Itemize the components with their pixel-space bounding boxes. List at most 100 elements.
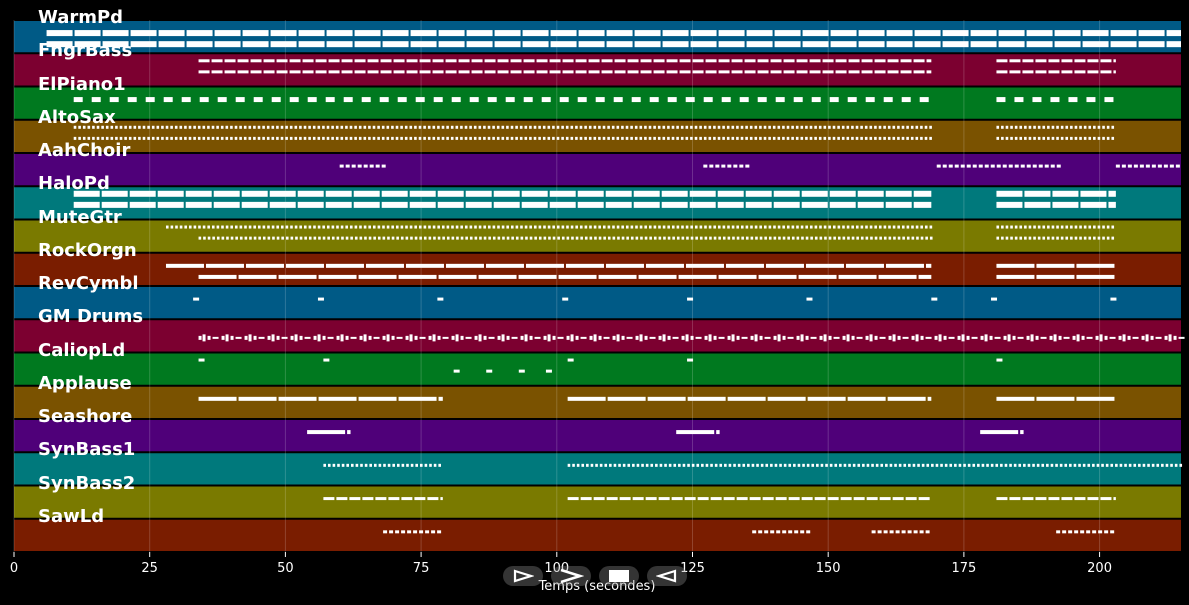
- note-altosax: [644, 125, 647, 129]
- note-altosax: [289, 125, 293, 129]
- note-mutegtr: [1056, 225, 1059, 229]
- note-caliopld: [567, 358, 574, 362]
- note-gm-drums: [382, 335, 386, 340]
- note-fngrbass: [510, 70, 522, 74]
- note-mutegtr: [211, 225, 215, 229]
- note-mutegtr: [492, 225, 496, 229]
- note-mutegtr: [497, 236, 501, 240]
- note-halopd: [605, 190, 632, 197]
- note-altosax: [345, 125, 348, 129]
- note-seashore: [980, 430, 1019, 435]
- note-warmpd: [886, 30, 913, 37]
- note-fngrbass: [250, 70, 262, 74]
- note-altosax: [694, 136, 698, 140]
- note-synbass1: [885, 463, 888, 467]
- note-gm-drums: [373, 336, 380, 339]
- note-synbass1: [1023, 463, 1026, 467]
- note-aahchoir: [715, 164, 720, 168]
- note-synbass1: [949, 463, 953, 467]
- note-altosax: [358, 125, 362, 129]
- note-mutegtr: [198, 236, 202, 240]
- note-gm-drums: [566, 335, 570, 340]
- note-fngrbass: [367, 59, 379, 63]
- note-altosax: [391, 125, 394, 129]
- note-synbass1: [963, 463, 966, 467]
- note-altosax: [749, 125, 753, 129]
- note-mutegtr: [433, 236, 436, 240]
- back-button[interactable]: [647, 566, 687, 586]
- note-warmpd: [718, 41, 745, 48]
- note-halopd: [465, 201, 492, 208]
- forward-button[interactable]: [551, 566, 591, 586]
- note-warmpd: [354, 30, 381, 37]
- note-mutegtr: [731, 225, 735, 229]
- note-warmpd: [1026, 30, 1053, 37]
- note-altosax: [869, 125, 873, 129]
- note-altosax: [901, 136, 905, 140]
- note-altosax: [506, 136, 509, 140]
- note-mutegtr: [759, 225, 762, 229]
- note-mutegtr: [336, 225, 339, 229]
- note-altosax: [1051, 136, 1055, 140]
- note-synbass2: [336, 497, 348, 501]
- note-synbass1: [779, 463, 782, 467]
- note-altosax: [561, 136, 564, 140]
- note-gm-drums: [290, 335, 294, 340]
- note-rockorgn: [518, 274, 557, 279]
- note-mutegtr: [506, 236, 510, 240]
- note-elpiano1: [451, 97, 461, 103]
- note-altosax: [340, 136, 344, 140]
- note-fngrbass: [835, 59, 847, 63]
- note-warmpd: [1054, 30, 1081, 37]
- note-altosax: [1028, 136, 1032, 140]
- note-mutegtr: [1060, 225, 1064, 229]
- note-gm-drums: [810, 336, 817, 339]
- note-mutegtr: [842, 225, 845, 229]
- note-mutegtr: [345, 236, 349, 240]
- note-gm-drums: [221, 335, 225, 340]
- note-sawld: [407, 530, 412, 534]
- play-button[interactable]: [503, 566, 543, 586]
- note-halopd: [1024, 201, 1051, 208]
- note-mutegtr: [607, 225, 611, 229]
- note-synbass1: [632, 463, 635, 467]
- note-warmpd: [270, 30, 297, 37]
- note-synbass1: [664, 463, 667, 467]
- note-altosax: [142, 136, 146, 140]
- note-gm-drums: [621, 335, 625, 340]
- stop-button[interactable]: [599, 566, 639, 586]
- note-mutegtr: [704, 225, 707, 229]
- note-sawld: [907, 530, 912, 534]
- note-altosax: [197, 136, 201, 140]
- note-mutegtr: [272, 236, 275, 240]
- note-mutegtr: [400, 225, 404, 229]
- note-gm-drums: [1081, 335, 1085, 340]
- note-synbass1: [834, 463, 838, 467]
- note-altosax: [496, 136, 500, 140]
- note-mutegtr: [704, 236, 708, 240]
- note-altosax: [584, 125, 587, 129]
- note-fngrbass: [393, 70, 405, 74]
- note-altosax: [96, 136, 100, 140]
- note-altosax: [483, 136, 486, 140]
- note-mutegtr: [497, 225, 500, 229]
- note-rockorgn: [758, 274, 797, 279]
- note-gm-drums: [1118, 335, 1122, 340]
- note-mutegtr: [906, 225, 910, 229]
- note-warmpd: [662, 30, 689, 37]
- note-gm-drums: [248, 334, 252, 342]
- note-fngrbass: [770, 70, 782, 74]
- note-altosax: [216, 125, 219, 129]
- note-aahchoir: [1121, 164, 1126, 168]
- note-mutegtr: [589, 236, 593, 240]
- note-fngrbass: [627, 59, 639, 63]
- note-altosax: [377, 125, 380, 129]
- note-synbass1: [1142, 463, 1146, 467]
- note-fngrbass: [783, 70, 795, 74]
- note-mutegtr: [828, 225, 831, 229]
- note-gm-drums: [938, 334, 942, 342]
- note-mutegtr: [777, 225, 781, 229]
- note-warmpd: [298, 41, 325, 48]
- note-mutegtr: [855, 225, 859, 229]
- note-altosax: [101, 136, 104, 140]
